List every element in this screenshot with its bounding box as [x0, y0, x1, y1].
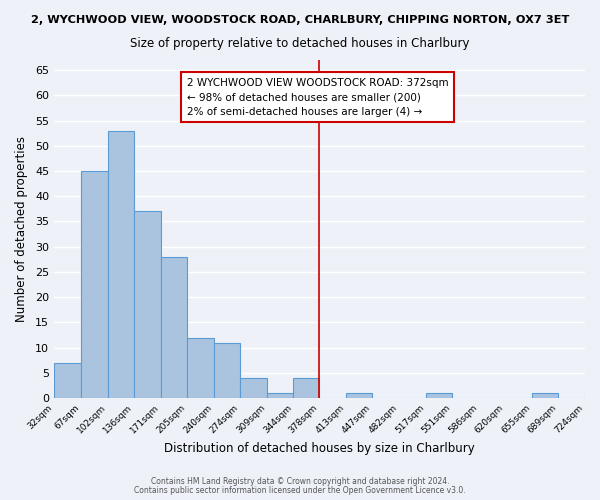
- Bar: [266, 393, 293, 398]
- X-axis label: Distribution of detached houses by size in Charlbury: Distribution of detached houses by size …: [164, 442, 475, 455]
- Text: Contains HM Land Registry data © Crown copyright and database right 2024.: Contains HM Land Registry data © Crown c…: [151, 477, 449, 486]
- Bar: [532, 393, 558, 398]
- Bar: [161, 257, 187, 398]
- Bar: [54, 363, 81, 398]
- Text: 2, WYCHWOOD VIEW, WOODSTOCK ROAD, CHARLBURY, CHIPPING NORTON, OX7 3ET: 2, WYCHWOOD VIEW, WOODSTOCK ROAD, CHARLB…: [31, 15, 569, 25]
- Bar: [81, 171, 107, 398]
- Bar: [134, 212, 161, 398]
- Bar: [585, 393, 600, 398]
- Bar: [187, 338, 214, 398]
- Text: Size of property relative to detached houses in Charlbury: Size of property relative to detached ho…: [130, 38, 470, 51]
- Bar: [293, 378, 319, 398]
- Bar: [426, 393, 452, 398]
- Bar: [214, 342, 239, 398]
- Bar: [107, 130, 134, 398]
- Y-axis label: Number of detached properties: Number of detached properties: [15, 136, 28, 322]
- Text: 2 WYCHWOOD VIEW WOODSTOCK ROAD: 372sqm
← 98% of detached houses are smaller (200: 2 WYCHWOOD VIEW WOODSTOCK ROAD: 372sqm ←…: [187, 78, 448, 118]
- Bar: [346, 393, 373, 398]
- Bar: [239, 378, 266, 398]
- Text: Contains public sector information licensed under the Open Government Licence v3: Contains public sector information licen…: [134, 486, 466, 495]
